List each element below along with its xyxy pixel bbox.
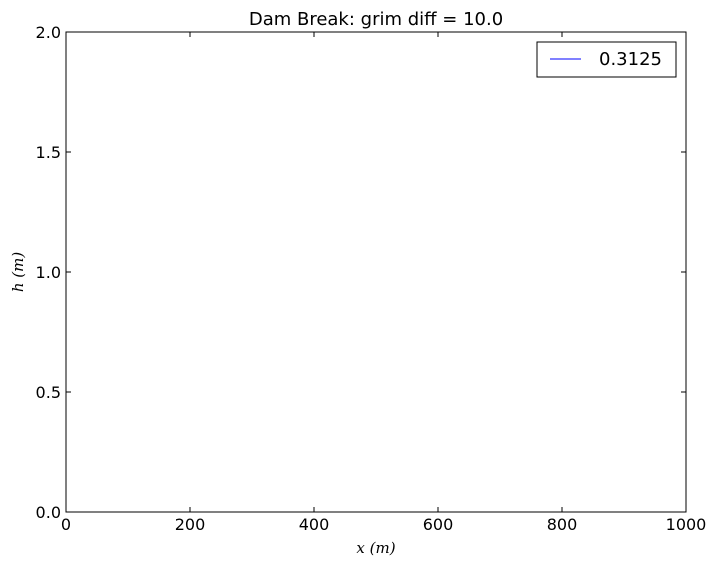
x-axis-label: x (m): [356, 539, 395, 557]
legend-label: 0.3125: [599, 49, 662, 70]
y-axis-ticks: [66, 31, 686, 513]
x-tick-label: 0: [61, 515, 71, 534]
y-tick-label: 1.5: [36, 143, 61, 162]
plot-area: [65, 31, 687, 513]
x-axis-ticks: [65, 32, 687, 512]
legend: 0.3125: [536, 41, 677, 78]
x-tick-label: 600: [423, 515, 454, 534]
y-tick-label: 0.5: [36, 383, 61, 402]
x-tick-label: 800: [547, 515, 578, 534]
x-tick-label: 400: [299, 515, 330, 534]
y-tick-label: 0.0: [36, 503, 61, 522]
x-tick-label: 200: [175, 515, 206, 534]
chart-title: Dam Break: grim diff = 10.0: [249, 9, 503, 30]
y-axis-tick-labels: 0.0 0.5 1.0 1.5 2.0: [36, 23, 61, 522]
x-axis-tick-labels: 0 200 400 600 800 1000: [61, 515, 706, 534]
y-tick-label: 1.0: [36, 263, 61, 282]
y-axis-label: h (m): [9, 252, 27, 293]
x-tick-label: 1000: [666, 515, 707, 534]
y-tick-label: 2.0: [36, 23, 61, 42]
